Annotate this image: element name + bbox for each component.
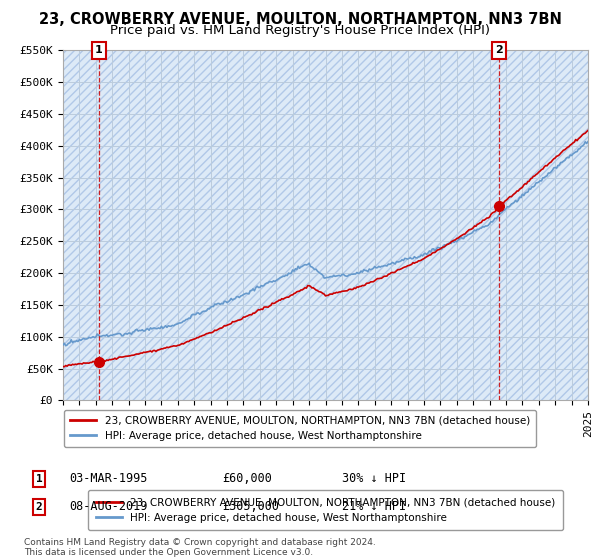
Text: 1: 1 [35, 474, 43, 484]
Legend: 23, CROWBERRY AVENUE, MOULTON, NORTHAMPTON, NN3 7BN (detached house), HPI: Avera: 23, CROWBERRY AVENUE, MOULTON, NORTHAMPT… [88, 490, 563, 530]
Bar [63, 50, 588, 400]
Text: 2: 2 [35, 502, 43, 512]
Text: 30% ↓ HPI: 30% ↓ HPI [342, 472, 406, 486]
Text: 2: 2 [495, 45, 503, 55]
Text: Contains HM Land Registry data © Crown copyright and database right 2024.
This d: Contains HM Land Registry data © Crown c… [24, 538, 376, 557]
Text: 1: 1 [95, 45, 103, 55]
Text: 03-MAR-1995: 03-MAR-1995 [69, 472, 148, 486]
Text: 08-AUG-2019: 08-AUG-2019 [69, 500, 148, 514]
Text: £60,000: £60,000 [222, 472, 272, 486]
Legend: 23, CROWBERRY AVENUE, MOULTON, NORTHAMPTON, NN3 7BN (detached house), HPI: Avera: 23, CROWBERRY AVENUE, MOULTON, NORTHAMPT… [64, 409, 536, 447]
Text: 21% ↓ HPI: 21% ↓ HPI [342, 500, 406, 514]
Text: 23, CROWBERRY AVENUE, MOULTON, NORTHAMPTON, NN3 7BN: 23, CROWBERRY AVENUE, MOULTON, NORTHAMPT… [38, 12, 562, 27]
Text: Price paid vs. HM Land Registry's House Price Index (HPI): Price paid vs. HM Land Registry's House … [110, 24, 490, 36]
Text: £305,000: £305,000 [222, 500, 279, 514]
